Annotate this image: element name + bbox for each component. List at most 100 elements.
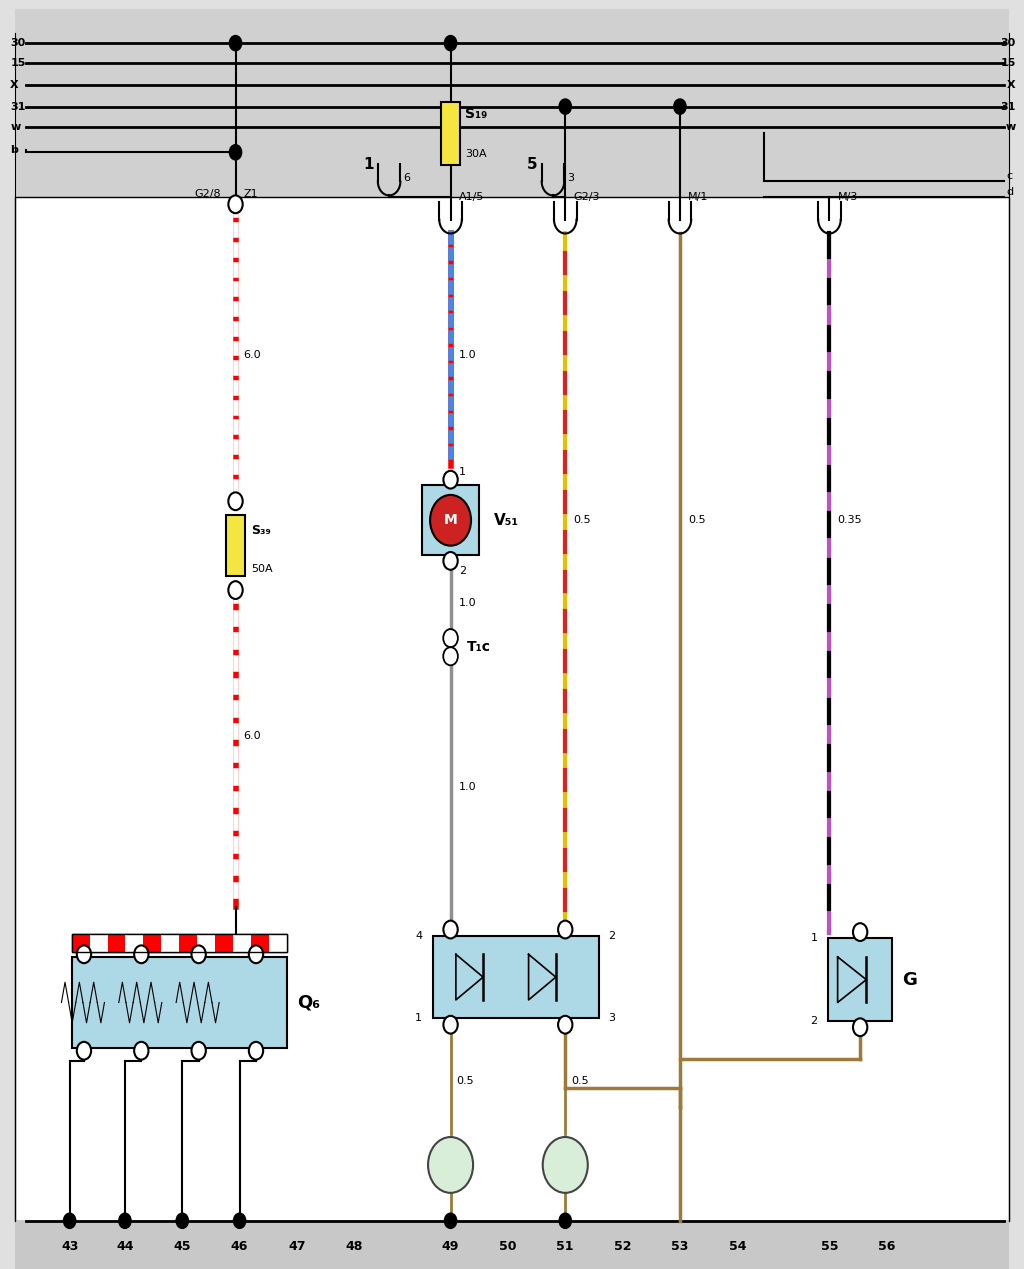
FancyBboxPatch shape (15, 197, 1009, 1221)
Text: M/1: M/1 (688, 192, 709, 202)
Text: 49: 49 (442, 1240, 459, 1253)
Text: 50: 50 (499, 1240, 517, 1253)
Circle shape (229, 145, 242, 160)
FancyBboxPatch shape (179, 934, 197, 952)
Circle shape (229, 36, 242, 51)
Text: 1: 1 (459, 467, 466, 477)
Circle shape (853, 1018, 867, 1036)
Circle shape (558, 1015, 572, 1033)
Text: 53: 53 (672, 1240, 688, 1253)
FancyBboxPatch shape (15, 1221, 1009, 1269)
Circle shape (134, 1042, 148, 1060)
Text: 15: 15 (10, 58, 26, 69)
Circle shape (428, 1137, 473, 1193)
Text: 54: 54 (728, 1240, 746, 1253)
Circle shape (674, 99, 686, 114)
Circle shape (443, 471, 458, 489)
Text: 50A: 50A (251, 563, 272, 574)
FancyBboxPatch shape (125, 934, 143, 952)
Circle shape (444, 1213, 457, 1228)
Circle shape (77, 1042, 91, 1060)
Text: 85: 85 (557, 1159, 573, 1171)
FancyBboxPatch shape (441, 102, 460, 165)
Text: 1.0: 1.0 (459, 598, 476, 608)
Circle shape (176, 1213, 188, 1228)
Text: 2: 2 (811, 1016, 817, 1025)
Text: 30A: 30A (465, 148, 486, 159)
Text: 0.5: 0.5 (457, 1076, 474, 1086)
Text: A1/5: A1/5 (459, 192, 484, 202)
Text: 31: 31 (1000, 102, 1016, 112)
Text: c: c (1007, 171, 1013, 181)
FancyBboxPatch shape (72, 957, 287, 1048)
FancyBboxPatch shape (72, 934, 287, 952)
Circle shape (443, 1015, 458, 1033)
Text: 48: 48 (346, 1240, 362, 1253)
Circle shape (191, 1042, 206, 1060)
Text: 3: 3 (567, 173, 574, 183)
Text: G₂: G₂ (528, 945, 548, 961)
Text: 51: 51 (556, 1240, 574, 1253)
Text: 6.0: 6.0 (244, 350, 261, 360)
FancyBboxPatch shape (828, 939, 892, 1020)
Circle shape (228, 492, 243, 510)
Text: b: b (10, 145, 18, 155)
Text: 2: 2 (608, 931, 614, 940)
FancyBboxPatch shape (232, 934, 251, 952)
Text: 55: 55 (820, 1240, 839, 1253)
Text: 45: 45 (173, 1240, 191, 1253)
Circle shape (119, 1213, 131, 1228)
Text: Q₆: Q₆ (297, 994, 321, 1011)
FancyBboxPatch shape (422, 485, 478, 556)
FancyBboxPatch shape (268, 934, 287, 952)
Text: 43: 43 (61, 1240, 78, 1253)
Text: 52: 52 (613, 1240, 632, 1253)
Text: 1: 1 (811, 934, 817, 943)
Text: 1.0: 1.0 (459, 350, 476, 360)
Circle shape (228, 195, 243, 213)
Circle shape (558, 921, 572, 938)
Circle shape (430, 495, 471, 546)
Text: d: d (1007, 187, 1014, 197)
Text: F₉₅: F₉₅ (438, 945, 456, 956)
Text: V₅₁: V₅₁ (494, 513, 519, 528)
Text: 30: 30 (10, 38, 26, 48)
Circle shape (228, 581, 243, 599)
Circle shape (559, 1213, 571, 1228)
FancyBboxPatch shape (197, 934, 215, 952)
Text: 1: 1 (416, 1014, 422, 1023)
Text: 2: 2 (459, 566, 466, 576)
Text: w: w (1006, 122, 1016, 132)
Text: 47: 47 (288, 1240, 306, 1253)
Circle shape (443, 921, 458, 938)
Circle shape (191, 945, 206, 963)
FancyBboxPatch shape (161, 934, 179, 952)
Text: 0.5: 0.5 (688, 515, 706, 525)
Circle shape (77, 945, 91, 963)
FancyBboxPatch shape (15, 9, 1009, 197)
Text: 46: 46 (231, 1240, 248, 1253)
Text: Z1: Z1 (244, 189, 258, 199)
Text: 5: 5 (527, 157, 538, 173)
Text: 6: 6 (403, 173, 411, 183)
Circle shape (853, 924, 867, 940)
FancyBboxPatch shape (433, 937, 599, 1018)
Text: X: X (1008, 80, 1016, 90)
Circle shape (249, 945, 263, 963)
Circle shape (543, 1137, 588, 1193)
Text: 56: 56 (879, 1240, 895, 1253)
Text: T₁c: T₁c (467, 640, 490, 655)
Text: w: w (10, 122, 20, 132)
Text: G: G (902, 971, 918, 989)
Text: M: M (443, 513, 458, 528)
Circle shape (233, 1213, 246, 1228)
Circle shape (134, 945, 148, 963)
Text: 15: 15 (1000, 58, 1016, 69)
Text: 1: 1 (364, 157, 374, 173)
Text: M/3: M/3 (838, 192, 858, 202)
Circle shape (443, 552, 458, 570)
FancyBboxPatch shape (251, 934, 268, 952)
Circle shape (249, 1042, 263, 1060)
Text: G2/8: G2/8 (195, 189, 221, 199)
Circle shape (559, 99, 571, 114)
